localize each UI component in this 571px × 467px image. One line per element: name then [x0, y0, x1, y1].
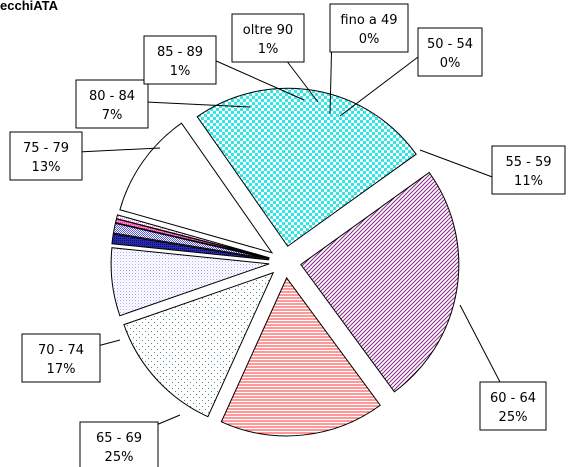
slice-category-label: 55 - 59: [505, 155, 551, 170]
slice-category-label: 50 - 54: [427, 37, 473, 52]
slice-percent-label: 13%: [32, 160, 61, 175]
pie-slice: [196, 87, 417, 247]
slice-percent-label: 25%: [105, 450, 134, 465]
leader-line: [419, 149, 496, 179]
slice-percent-label: 0%: [440, 56, 461, 71]
slice-percent-label: 25%: [499, 410, 528, 425]
data-label-box: [9, 131, 83, 181]
slice-percent-label: 17%: [47, 362, 76, 377]
data-label-box: [417, 27, 483, 77]
slices-layer: [110, 87, 460, 437]
pie-slice: [112, 222, 270, 260]
leader-line: [213, 59, 305, 101]
slice-percent-label: 1%: [258, 42, 279, 57]
leaders-layer: [77, 31, 501, 437]
slice-category-label: 70 - 74: [38, 343, 84, 358]
data-label-box: [143, 35, 217, 85]
pie-slice: [220, 276, 381, 437]
data-label-box: [491, 145, 566, 195]
slice-category-label: oltre 90: [243, 23, 293, 38]
slice-category-label: 75 - 79: [23, 141, 69, 156]
data-label-box: [479, 381, 547, 431]
slice-percent-label: 0%: [359, 32, 380, 47]
pie-slice: [119, 122, 274, 254]
pie-slice: [115, 214, 270, 259]
slice-category-label: 60 - 64: [490, 391, 536, 406]
chart-title: ecchiATA: [0, 0, 59, 13]
data-label-box: [75, 79, 149, 129]
pie-slice: [300, 171, 460, 393]
slice-category-label: 85 - 89: [157, 45, 203, 60]
slice-percent-label: 1%: [170, 64, 191, 79]
data-label-box: [329, 3, 409, 53]
leader-line: [77, 147, 161, 153]
slice-category-label: 65 - 69: [96, 431, 142, 446]
slice-percent-label: 7%: [102, 108, 123, 123]
labels-layer: fino a 49 0% 50 - 54 0% 55 - 59 11% 60 - 64 25%…: [9, 3, 566, 467]
leader-line: [285, 59, 319, 103]
leader-line: [339, 53, 423, 117]
data-label-box: [79, 421, 159, 467]
pie-slice: [110, 247, 270, 317]
data-label-box: [231, 13, 305, 63]
pie-slice: [111, 233, 270, 261]
slice-category-label: fino a 49: [340, 13, 397, 28]
leader-line: [145, 101, 251, 108]
slice-category-label: 80 - 84: [89, 89, 135, 104]
pie-slice: [123, 271, 275, 418]
slice-percent-label: 11%: [514, 174, 543, 189]
leader-line: [459, 304, 501, 383]
data-label-box: [21, 333, 101, 383]
